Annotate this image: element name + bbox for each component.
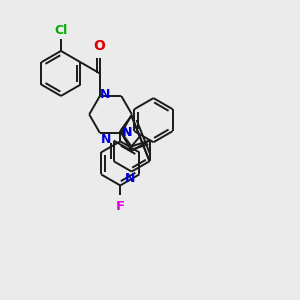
Text: F: F	[116, 200, 125, 212]
Text: O: O	[93, 39, 105, 53]
Text: N: N	[125, 172, 135, 185]
Text: Cl: Cl	[54, 24, 67, 37]
Text: N: N	[100, 88, 111, 101]
Text: N: N	[122, 127, 132, 140]
Text: N: N	[122, 126, 132, 139]
Text: N: N	[101, 134, 111, 146]
